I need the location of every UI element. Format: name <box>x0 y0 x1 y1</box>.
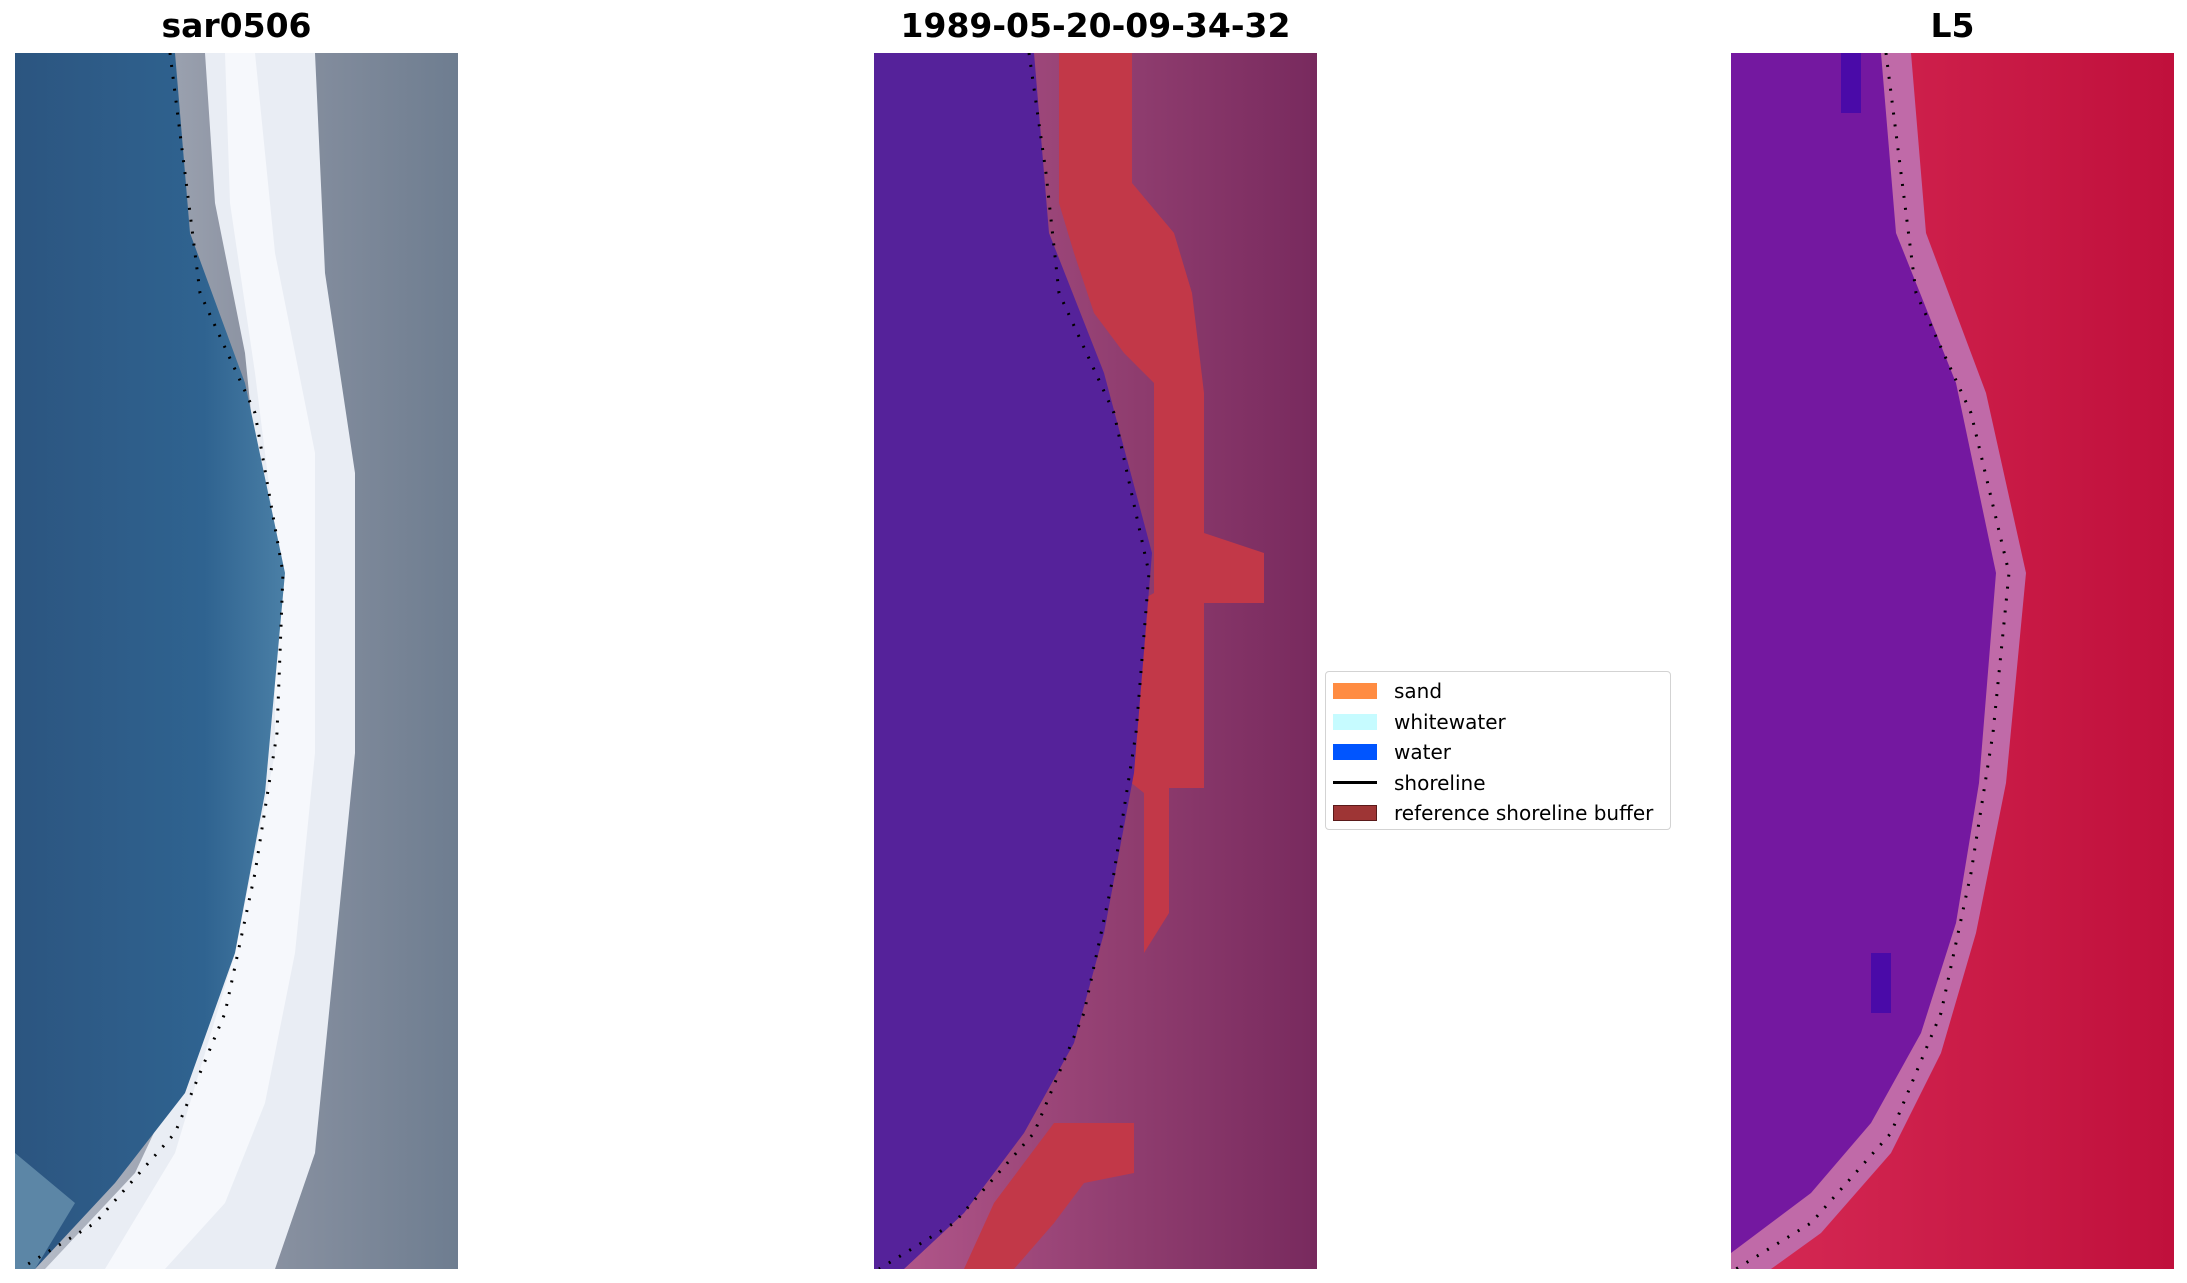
legend-label-buffer: reference shoreline buffer <box>1394 801 1654 826</box>
legend-swatch-buffer <box>1333 805 1377 822</box>
legend-swatch-water <box>1333 744 1377 761</box>
legend-item-whitewater: whitewater <box>1326 707 1670 738</box>
legend-label-whitewater: whitewater <box>1394 709 1506 734</box>
legend-label-sand: sand <box>1394 679 1443 704</box>
legend-label-water: water <box>1394 740 1451 765</box>
classified-image <box>874 53 1317 1269</box>
legend-item-sand: sand <box>1326 676 1670 707</box>
classified-image-panel <box>874 53 1317 1269</box>
rgb-image <box>15 53 458 1269</box>
index-image-panel <box>1731 53 2174 1269</box>
legend-label-shoreline: shoreline <box>1394 770 1486 795</box>
rgb-image-panel <box>15 53 458 1269</box>
legend-line-shoreline <box>1333 781 1377 785</box>
legend: sand whitewater water shoreline referenc… <box>1325 671 1671 830</box>
panel-title-classified: 1989-05-20-09-34-32 <box>900 6 1291 45</box>
panel-title-rgb: sar0506 <box>161 6 312 45</box>
panel-title-index: L5 <box>1930 6 1975 45</box>
legend-item-reference-shoreline-buffer: reference shoreline buffer <box>1326 798 1670 829</box>
index-image <box>1731 53 2174 1269</box>
legend-item-shoreline: shoreline <box>1326 768 1670 799</box>
legend-swatch-whitewater <box>1333 713 1377 730</box>
legend-swatch-sand <box>1333 683 1377 700</box>
legend-item-water: water <box>1326 737 1670 768</box>
